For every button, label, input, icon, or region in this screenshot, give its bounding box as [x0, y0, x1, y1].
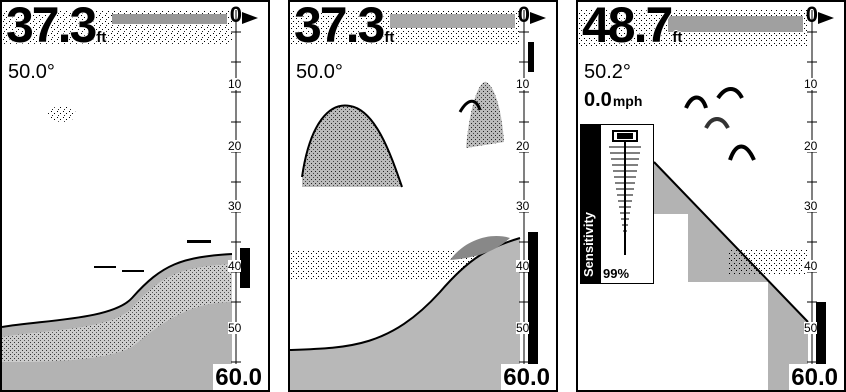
bottom-line	[653, 161, 809, 323]
surface-band	[668, 16, 803, 32]
sensitivity-label: Sensitivity	[581, 212, 601, 277]
scale-label-10: 10	[516, 77, 530, 91]
scale-label-20: 20	[516, 139, 530, 153]
scale-label-30: 30	[516, 199, 530, 213]
fish-arch-outline	[301, 104, 403, 188]
scale-label-20: 20	[804, 139, 818, 153]
bottom-fill	[290, 238, 520, 390]
bottom-marker	[528, 232, 538, 382]
thermocline-band	[728, 250, 808, 274]
sensitivity-percent: 99%	[603, 266, 630, 281]
sonar-panel-3: 48.7ft 50.2° 0.0mph Sensitivity 99% 0 10…	[576, 0, 846, 392]
scale-label-40: 40	[804, 259, 818, 273]
fish-arch-small-2	[458, 99, 482, 113]
structure-return	[450, 236, 510, 260]
sonar-panel-2: 37.3ft 50.0° 0 10 20 30 40 50 60.0	[288, 0, 558, 392]
sonar-scene-3	[578, 10, 834, 390]
fish-mark	[122, 270, 144, 272]
sensitivity-title-bar	[581, 125, 601, 283]
surface-marker-icon	[818, 12, 834, 24]
scale-label-50: 50	[804, 321, 818, 335]
depth-readout: 48.7ft	[582, 0, 683, 53]
surface-marker-icon	[242, 12, 258, 24]
water-temp: 50.0°	[294, 61, 345, 83]
bottom-marker	[240, 248, 250, 288]
scale-label-20: 20	[228, 139, 242, 153]
scale-bottom: 60.0	[789, 364, 840, 391]
fish-arch-large	[302, 105, 402, 187]
fish-arch-icon	[704, 117, 730, 130]
surface-marker-icon	[530, 12, 546, 24]
sonar-panel-1: 37.3ft 50.0° 0 10 20 30 40 50 60.0	[0, 0, 270, 392]
speed-readout: 0.0mph	[582, 89, 645, 111]
bottom-line	[2, 253, 233, 328]
fish-arch-small	[466, 81, 504, 148]
fish-mark	[94, 266, 116, 268]
surface-band	[112, 14, 227, 24]
scale-label-30: 30	[804, 199, 818, 213]
scale-label-40: 40	[228, 259, 242, 273]
depth-readout: 37.3ft	[294, 0, 395, 53]
scale-label-50: 50	[228, 321, 242, 335]
scale-top: 0	[517, 2, 530, 27]
fish-arch	[48, 106, 76, 122]
bottom-return	[2, 264, 232, 362]
scale-top: 0	[229, 2, 242, 27]
water-temp: 50.0°	[6, 61, 57, 83]
sensitivity-slider[interactable]	[605, 129, 651, 259]
scale-top: 0	[805, 2, 818, 27]
sensitivity-popup[interactable]: Sensitivity 99%	[580, 124, 654, 284]
surface-band	[390, 14, 515, 28]
depth-scale-ticks	[231, 31, 241, 363]
sonar-scene-2	[290, 10, 546, 390]
scale-label-50: 50	[516, 321, 530, 335]
bottom-marker	[816, 302, 826, 382]
scale-label-40: 40	[516, 259, 530, 273]
fish-mark	[187, 240, 211, 243]
fish-arch-icon	[716, 87, 744, 100]
scale-bottom: 60.0	[213, 364, 264, 391]
scale-label-10: 10	[804, 77, 818, 91]
fish-flag	[528, 42, 534, 72]
bottom-fill	[654, 162, 808, 390]
slider-thumb-fill	[617, 133, 633, 139]
scale-bottom: 60.0	[501, 364, 552, 391]
depth-readout: 37.3ft	[6, 0, 107, 53]
scale-label-10: 10	[228, 77, 242, 91]
water-temp: 50.2°	[582, 61, 633, 83]
fish-arch-icon	[684, 95, 708, 109]
fish-arch-icon	[728, 144, 756, 161]
sonar-scene-1	[2, 10, 258, 390]
scale-label-30: 30	[228, 199, 242, 213]
